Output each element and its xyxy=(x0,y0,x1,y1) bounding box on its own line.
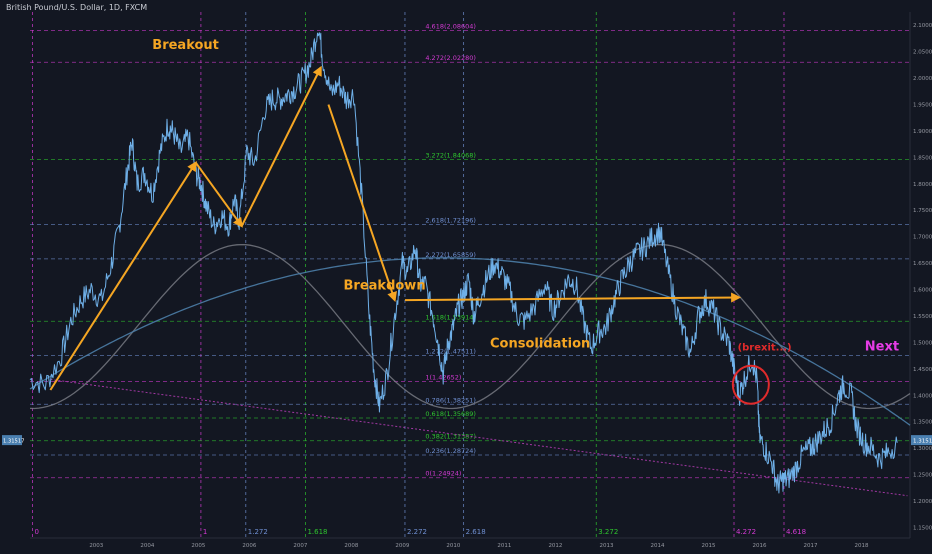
fib-time-label: 4.618 xyxy=(786,528,806,536)
fib-level-label: 0.786(1.38251) xyxy=(425,396,476,404)
y-tick-label: 1.70000 xyxy=(913,235,932,241)
fib-level-label: 4.618(2.08604) xyxy=(425,23,476,31)
x-tick-label: 2008 xyxy=(344,543,358,549)
fib-time-label: 2.618 xyxy=(466,528,486,536)
y-tick-label: 1.90000 xyxy=(913,129,932,135)
annotation-label: Breakdown xyxy=(344,279,426,294)
fib-level-label: 0.236(1.28724) xyxy=(425,447,476,455)
y-tick-label: 1.60000 xyxy=(913,288,932,294)
fib-time-label: 2.272 xyxy=(407,528,427,536)
fib-level-label: 1.272(1.47511) xyxy=(425,348,476,356)
annotation-label: Consolidation xyxy=(490,337,590,352)
x-tick-label: 2012 xyxy=(548,543,562,549)
fib-level-label: 1.618(1.53914) xyxy=(425,313,476,321)
x-tick-label: 2003 xyxy=(89,543,103,549)
y-tick-label: 1.80000 xyxy=(913,182,932,188)
brexit-circle xyxy=(731,364,770,405)
trend-arrow xyxy=(327,104,397,303)
fib-level-label: 4.272(2.02280) xyxy=(425,54,476,62)
fib-level-label: 0.618(1.35689) xyxy=(425,410,476,418)
y-tick-label: 1.40000 xyxy=(913,393,932,399)
trend-arrow xyxy=(49,160,197,391)
fib-time-label: 1.618 xyxy=(307,528,327,536)
x-tick-label: 2018 xyxy=(855,543,869,549)
x-tick-label: 2010 xyxy=(446,543,460,549)
x-tick-label: 2016 xyxy=(753,543,767,549)
y-tick-label: 1.50000 xyxy=(913,340,932,346)
fib-level-label: 2.272(1.65859) xyxy=(425,251,476,259)
x-tick-label: 2014 xyxy=(650,543,664,549)
y-tick-label: 1.20000 xyxy=(913,499,932,505)
fib-level-label: 3.272(1.84068) xyxy=(425,151,476,159)
y-tick-label: 1.85000 xyxy=(913,155,932,161)
fib-level-label: 2.618(1.72196) xyxy=(425,217,476,225)
y-tick-label: 1.95000 xyxy=(913,103,932,109)
y-tick-label: 1.55000 xyxy=(913,314,932,320)
fib-time-label: 0 xyxy=(35,528,39,536)
cycle-curve-gray xyxy=(29,243,911,410)
chart-title: British Pound/U.S. Dollar, 1D, FXCM xyxy=(6,3,148,12)
fib-time-label: 1.272 xyxy=(248,528,268,536)
price-tag-left xyxy=(2,435,22,446)
descending-trendline xyxy=(50,378,908,497)
y-tick-label: 1.25000 xyxy=(913,473,932,479)
y-tick-label: 2.10000 xyxy=(913,23,932,29)
price-tag-label: 1.31517 xyxy=(913,439,932,445)
y-tick-label: 1.65000 xyxy=(913,261,932,267)
y-tick-label: 1.30000 xyxy=(913,446,932,452)
price-tag xyxy=(911,435,932,446)
y-tick-label: 1.75000 xyxy=(913,208,932,214)
x-tick-label: 2015 xyxy=(701,543,715,549)
y-tick-label: 1.15000 xyxy=(913,525,932,531)
x-tick-label: 2017 xyxy=(804,543,818,549)
x-tick-label: 2011 xyxy=(497,543,511,549)
y-tick-label: 1.35000 xyxy=(913,420,932,426)
fib-level-label: 0(1.24924) xyxy=(425,470,461,478)
fib-time-label: 1 xyxy=(203,528,207,536)
y-tick-label: 2.00000 xyxy=(913,76,932,82)
fib-time-label: 4.272 xyxy=(736,528,756,536)
fib-level-label: 0.382(1.31387) xyxy=(425,433,476,441)
trend-arrow xyxy=(404,292,742,303)
annotation-label: Next xyxy=(865,339,899,354)
y-tick-label: 2.05000 xyxy=(913,50,932,56)
trend-arrow xyxy=(240,65,322,227)
price-series-line xyxy=(29,32,898,494)
x-tick-label: 2013 xyxy=(599,543,613,549)
annotation-label: Breakout xyxy=(152,38,219,53)
y-tick-label: 1.45000 xyxy=(913,367,932,373)
trend-arrow xyxy=(194,162,243,228)
x-tick-label: 2009 xyxy=(395,543,409,549)
annotation-label: (brexit...) xyxy=(738,342,792,353)
fib-time-label: 3.272 xyxy=(598,528,618,536)
x-tick-label: 2004 xyxy=(140,543,154,549)
price-tag-left-label: 1.31517 xyxy=(3,439,24,445)
x-tick-label: 2005 xyxy=(191,543,205,549)
x-tick-label: 2006 xyxy=(242,543,256,549)
x-tick-label: 2007 xyxy=(293,543,307,549)
cycle-curve-blue xyxy=(29,257,911,426)
